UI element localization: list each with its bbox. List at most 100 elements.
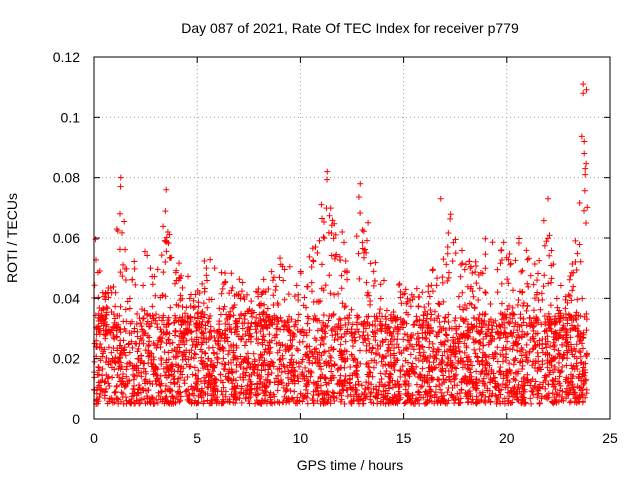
data-point: [189, 371, 196, 378]
data-point: [163, 248, 170, 255]
data-point: [207, 256, 214, 263]
data-point: [285, 370, 292, 377]
data-point: [347, 391, 354, 398]
data-point: [460, 306, 467, 313]
data-point: [272, 287, 279, 294]
data-point: [167, 340, 174, 347]
data-point: [538, 393, 545, 400]
data-point: [387, 352, 394, 359]
data-point: [251, 385, 258, 392]
data-point: [368, 389, 375, 396]
data-point: [162, 382, 169, 389]
data-point: [239, 370, 246, 377]
data-point: [129, 276, 136, 283]
data-point: [575, 332, 582, 339]
data-point: [382, 353, 389, 360]
data-point: [266, 392, 273, 399]
data-point: [408, 365, 415, 372]
data-point: [361, 335, 368, 342]
data-point: [329, 217, 336, 224]
data-point: [359, 227, 366, 234]
data-point: [525, 283, 532, 290]
data-point: [163, 186, 170, 193]
data-point: [328, 377, 335, 384]
data-point: [252, 326, 259, 333]
data-point: [437, 323, 444, 330]
data-point: [399, 291, 406, 298]
data-point: [226, 398, 233, 405]
data-point: [551, 356, 558, 363]
data-point: [201, 374, 208, 381]
data-point: [387, 338, 394, 345]
data-point: [519, 346, 526, 353]
data-point: [141, 378, 148, 385]
data-point: [109, 399, 116, 406]
data-point: [369, 345, 376, 352]
data-point: [517, 311, 524, 318]
data-point: [101, 293, 108, 300]
data-point: [534, 368, 541, 375]
data-point: [337, 257, 344, 264]
data-point: [402, 372, 409, 379]
data-point: [253, 321, 260, 328]
data-point: [303, 394, 310, 401]
data-point: [367, 298, 374, 305]
data-point: [506, 367, 513, 374]
data-point: [458, 358, 465, 365]
data-point: [175, 364, 182, 371]
data-point: [306, 327, 313, 334]
data-point: [583, 86, 590, 93]
data-point: [277, 261, 284, 268]
data-point: [130, 385, 137, 392]
data-point: [270, 302, 277, 309]
data-point: [377, 318, 384, 325]
data-point: [211, 382, 218, 389]
data-point: [444, 277, 451, 284]
data-point: [370, 364, 377, 371]
data-point: [518, 352, 525, 359]
data-point: [165, 314, 172, 321]
data-point: [290, 372, 297, 379]
data-point: [230, 356, 237, 363]
data-point: [545, 280, 552, 287]
data-point: [499, 398, 506, 405]
data-point: [519, 288, 526, 295]
data-point: [445, 274, 452, 281]
data-point: [204, 363, 211, 370]
data-point: [583, 353, 590, 360]
data-point: [395, 392, 402, 399]
data-point: [231, 385, 238, 392]
data-point: [140, 282, 147, 289]
data-point: [557, 282, 564, 289]
data-point: [555, 335, 562, 342]
data-point: [482, 352, 489, 359]
data-point: [547, 358, 554, 365]
data-point: [529, 388, 536, 395]
data-point: [504, 377, 511, 384]
data-point: [390, 363, 397, 370]
data-point: [152, 317, 159, 324]
data-point: [201, 380, 208, 387]
data-point: [177, 337, 184, 344]
data-point: [133, 362, 140, 369]
data-point: [317, 363, 324, 370]
data-point: [576, 384, 583, 391]
data-point: [304, 283, 311, 290]
data-point: [348, 351, 355, 358]
data-point: [327, 353, 334, 360]
data-point: [571, 353, 578, 360]
data-point: [238, 310, 245, 317]
data-point: [542, 327, 549, 334]
data-point: [177, 275, 184, 282]
data-point: [134, 310, 141, 317]
data-point: [558, 397, 565, 404]
data-point: [227, 308, 234, 315]
data-point: [470, 384, 477, 391]
data-point: [229, 380, 236, 387]
data-point: [581, 207, 588, 214]
data-point: [391, 350, 398, 357]
data-point: [573, 267, 580, 274]
data-point: [456, 303, 463, 310]
data-point: [162, 372, 169, 379]
data-point: [321, 390, 328, 397]
